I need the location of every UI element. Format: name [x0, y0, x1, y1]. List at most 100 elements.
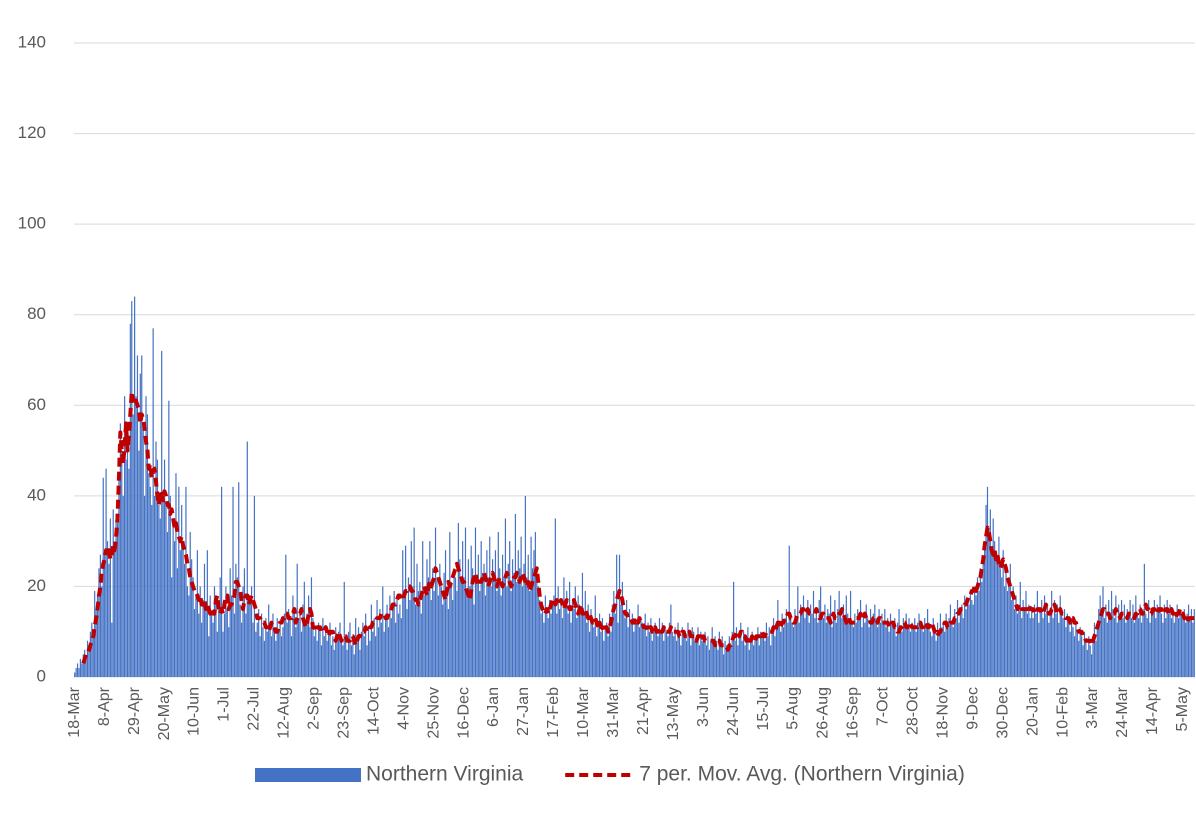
- bar: [628, 609, 631, 677]
- bar: [802, 595, 805, 677]
- x-tick-label: 16-Dec: [455, 687, 472, 739]
- bar: [530, 536, 532, 677]
- bar: [325, 627, 327, 677]
- bar: [279, 622, 281, 677]
- bar: [355, 618, 357, 677]
- bar: [383, 631, 385, 677]
- bar: [480, 541, 482, 677]
- bar: [1102, 586, 1104, 677]
- bar: [1106, 622, 1108, 677]
- bar: [641, 622, 643, 677]
- bar: [213, 586, 216, 677]
- bar: [417, 590, 420, 677]
- bar: [460, 581, 462, 677]
- bar: [626, 600, 628, 677]
- x-tick-label: 18-Nov: [934, 687, 951, 739]
- bar: [758, 645, 760, 677]
- bar: [1119, 613, 1121, 677]
- bar-series: [74, 296, 1195, 677]
- bar: [979, 568, 981, 677]
- bar: [551, 604, 554, 677]
- bar: [171, 577, 173, 677]
- bar: [745, 636, 748, 677]
- bar: [587, 604, 589, 677]
- bar: [954, 609, 956, 677]
- x-tick-label: 18-Mar: [66, 686, 83, 737]
- bar: [911, 622, 913, 677]
- x-tick-label: 9-Dec: [964, 687, 981, 730]
- bar: [95, 609, 97, 677]
- bar: [914, 618, 916, 677]
- bar: [369, 640, 371, 677]
- bar: [765, 622, 768, 677]
- bar: [931, 636, 933, 677]
- bar: [327, 631, 330, 677]
- bar: [748, 649, 750, 677]
- bar: [392, 609, 394, 677]
- bar: [1055, 613, 1057, 677]
- bar: [747, 627, 749, 677]
- bar: [1125, 622, 1127, 677]
- bar: [106, 541, 109, 677]
- bar: [86, 640, 89, 677]
- bar: [1155, 618, 1157, 677]
- bar: [181, 504, 183, 677]
- bar: [928, 622, 930, 677]
- bar: [992, 518, 994, 677]
- bar: [807, 600, 809, 677]
- bar: [1146, 618, 1148, 677]
- bar: [844, 622, 846, 677]
- bar: [634, 618, 636, 677]
- bar: [899, 627, 902, 677]
- bar: [173, 541, 176, 677]
- x-tick-label: 5-May: [1174, 687, 1191, 731]
- bar: [209, 595, 211, 677]
- bar: [302, 604, 304, 677]
- bar: [1156, 604, 1158, 677]
- bar: [145, 396, 147, 677]
- bar: [771, 631, 773, 677]
- bar: [380, 622, 382, 677]
- bar: [212, 622, 214, 677]
- bar: [104, 554, 106, 677]
- bar: [1072, 627, 1074, 677]
- bar: [223, 613, 226, 677]
- bar: [450, 581, 452, 677]
- bar: [389, 595, 391, 677]
- bar: [487, 577, 489, 677]
- x-tick-label: 14-Oct: [365, 686, 382, 735]
- bar: [553, 595, 555, 677]
- bar: [221, 486, 223, 677]
- bar: [427, 577, 430, 677]
- bar: [1123, 604, 1126, 677]
- bar: [359, 649, 361, 677]
- bar: [82, 654, 84, 677]
- bar: [531, 568, 534, 677]
- x-tick-label: 7-Oct: [875, 686, 892, 726]
- bar: [955, 618, 957, 677]
- bar: [735, 627, 738, 677]
- bar: [403, 595, 405, 677]
- bar: [725, 645, 728, 677]
- bar: [1120, 600, 1123, 677]
- bar: [357, 627, 360, 677]
- bar: [825, 622, 827, 677]
- bar: [1122, 618, 1124, 677]
- bar: [1061, 613, 1063, 677]
- bar: [477, 554, 479, 677]
- bar: [948, 618, 950, 677]
- bar: [499, 568, 501, 677]
- bar: [146, 414, 149, 677]
- bar: [730, 645, 732, 677]
- bar: [678, 631, 681, 677]
- bar: [315, 627, 317, 677]
- bar: [336, 640, 338, 677]
- bar: [972, 604, 974, 677]
- bar: [399, 604, 401, 677]
- bar: [680, 645, 682, 677]
- bar: [891, 622, 893, 677]
- bar: [724, 640, 726, 677]
- bar: [795, 618, 797, 677]
- bar: [598, 613, 601, 677]
- bar: [489, 536, 491, 677]
